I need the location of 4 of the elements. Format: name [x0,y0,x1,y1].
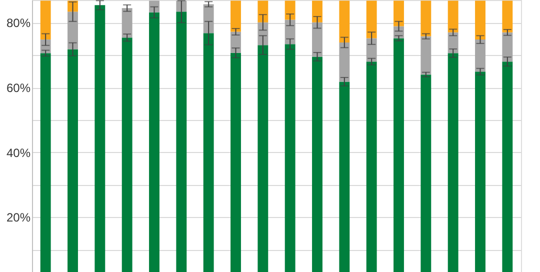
y-tick-label: 60% [6,81,31,96]
y-tick-label: 80% [6,16,31,30]
y-tick-label: 20% [6,210,31,225]
y-tick-label: 40% [6,146,31,160]
